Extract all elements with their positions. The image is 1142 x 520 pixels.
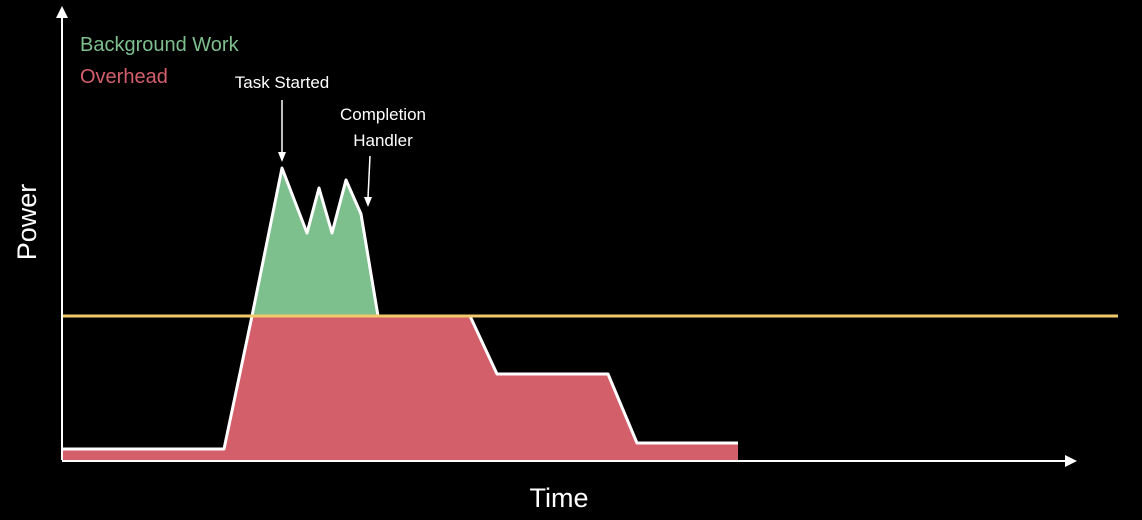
y-axis-arrow-icon [56, 6, 68, 18]
completion-handler-arrow-icon [364, 197, 372, 207]
completion-handler-label-line2: Handler [353, 131, 413, 150]
x-axis-arrow-icon [1065, 455, 1077, 467]
task-started-arrow-icon [278, 152, 286, 162]
background-work-area [252, 168, 378, 316]
completion-handler-arrow-line [367, 155, 371, 199]
task-started-label: Task Started [235, 73, 330, 92]
legend-background-work: Background Work [80, 34, 240, 56]
overhead-area [62, 316, 738, 460]
y-axis-title: Power [12, 184, 42, 261]
legend-overhead: Overhead [80, 66, 168, 88]
power-curve-outline [62, 166, 738, 451]
x-axis-title: Time [530, 483, 589, 513]
completion-handler-label-line1: Completion [340, 105, 426, 124]
